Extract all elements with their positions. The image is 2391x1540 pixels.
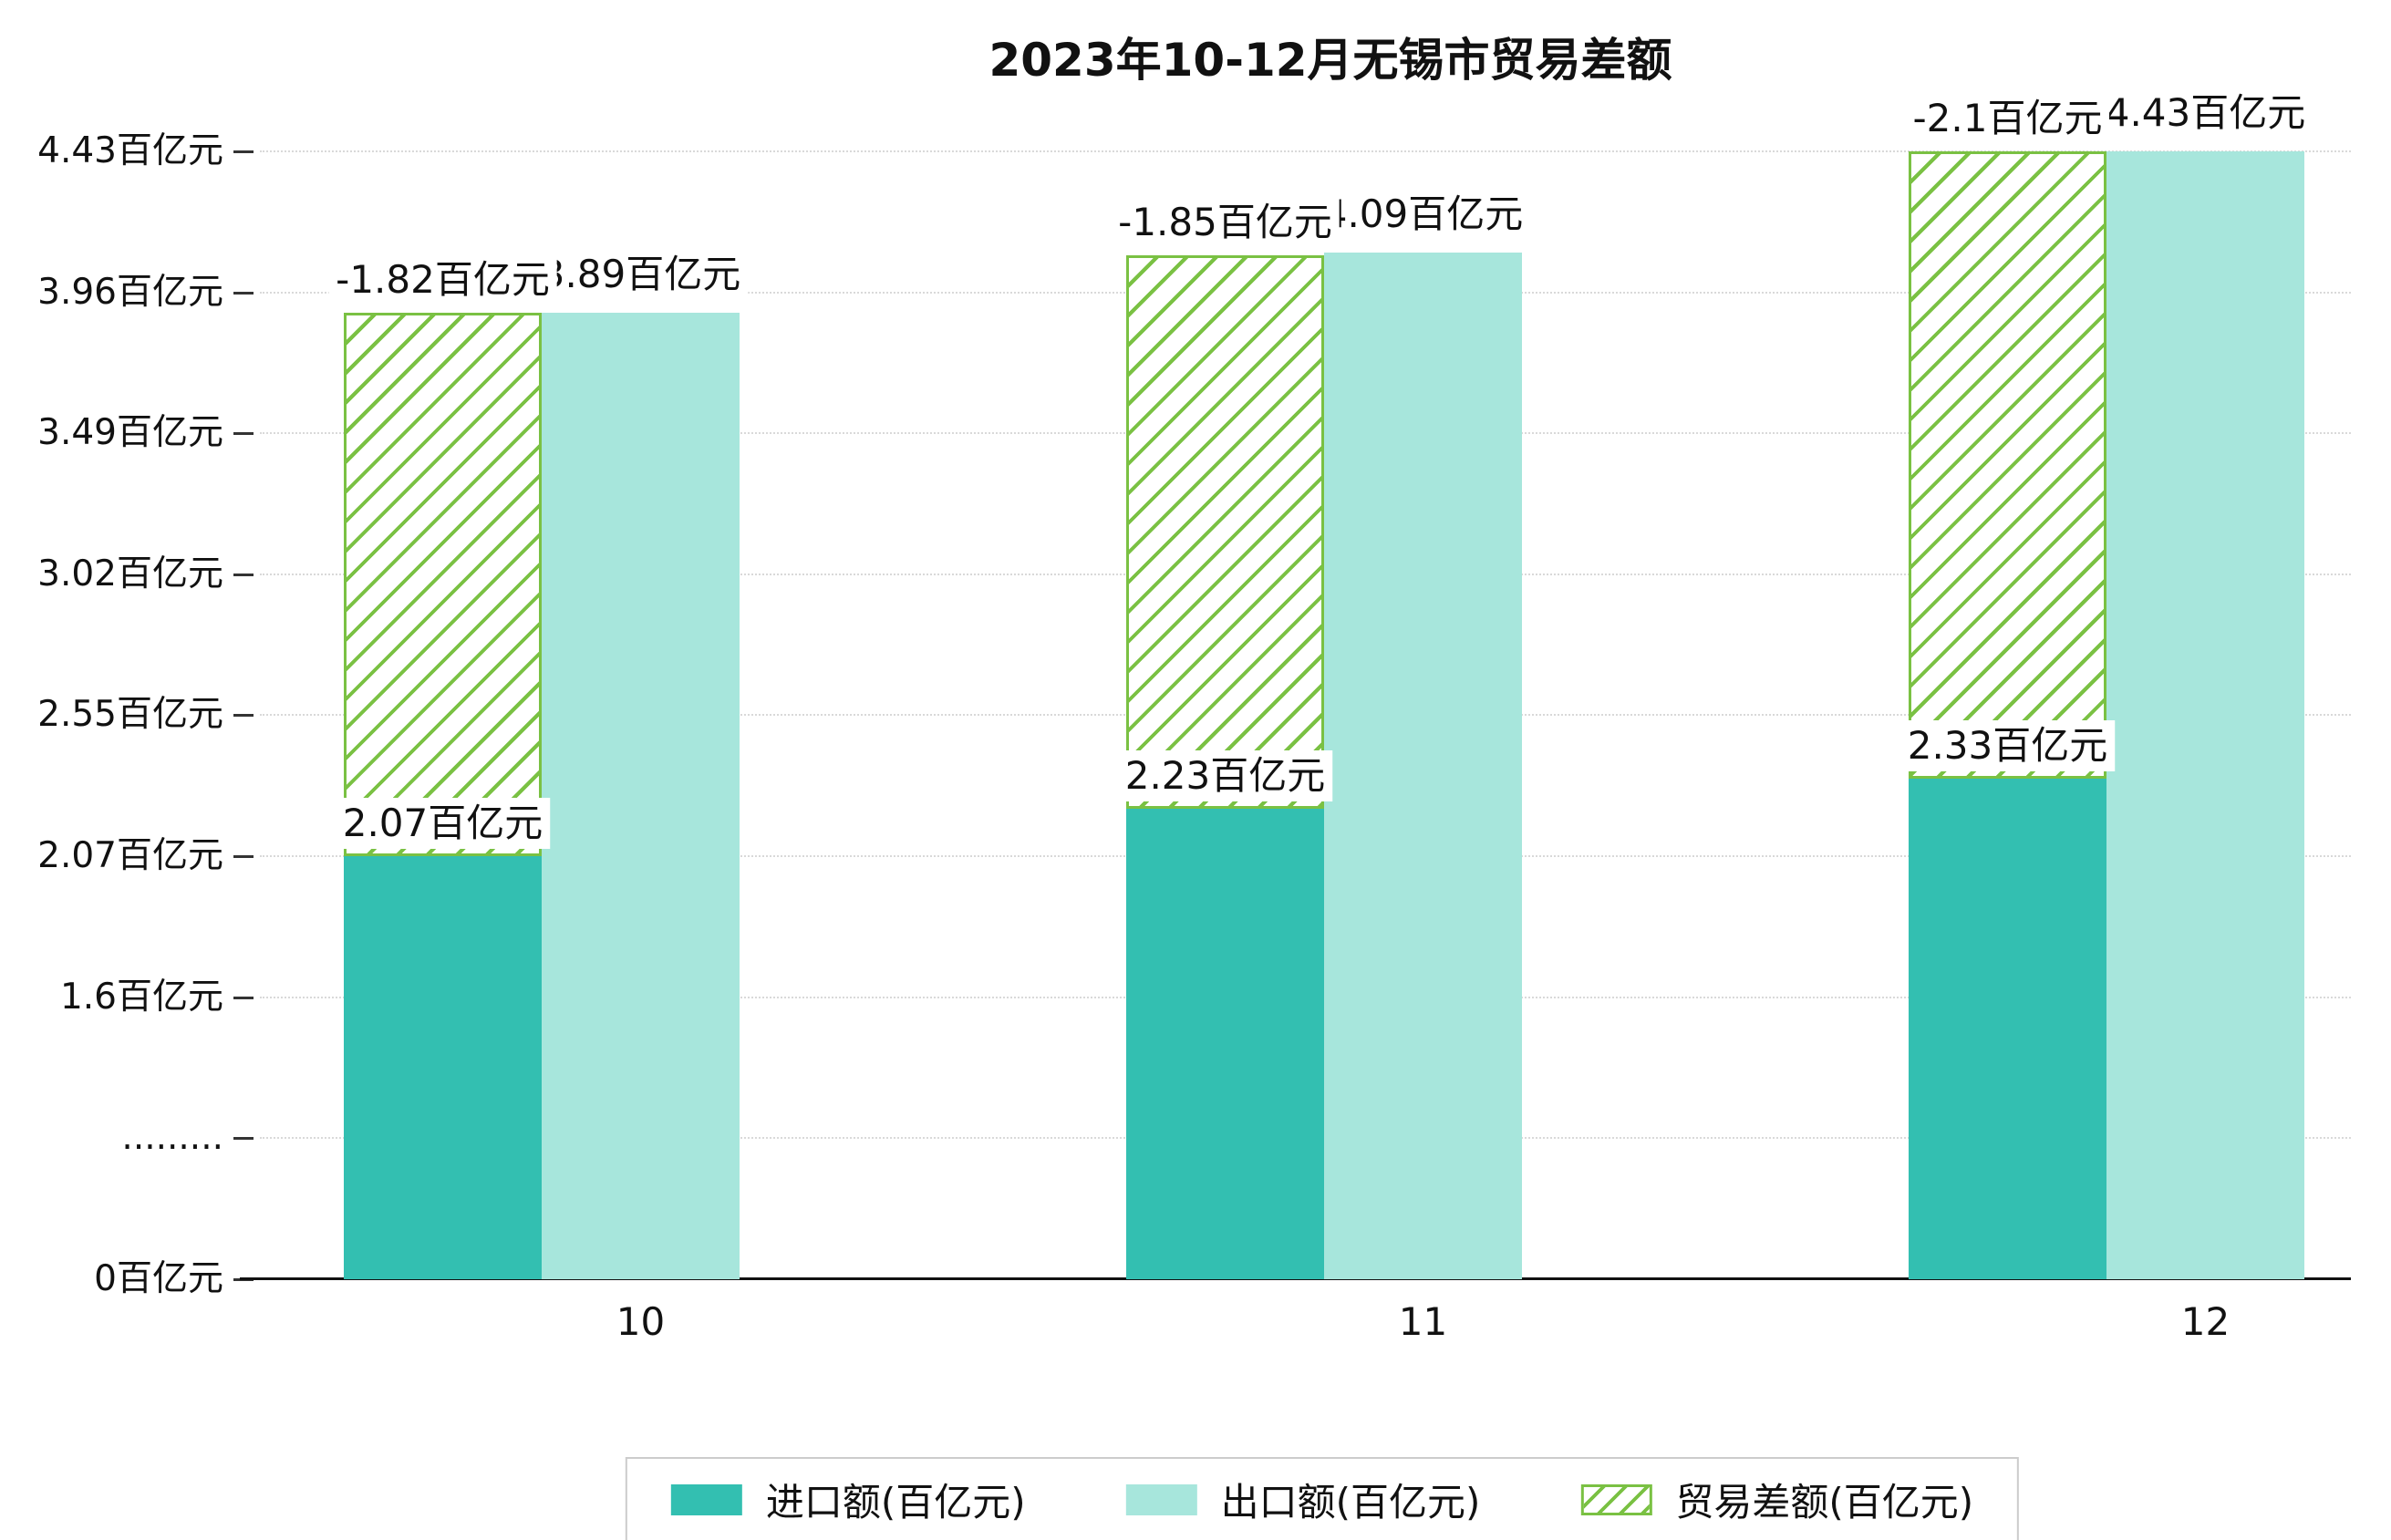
trade-balance-bar xyxy=(344,312,542,856)
trade-balance-bar xyxy=(1909,150,2106,779)
gridline xyxy=(260,150,2351,152)
legend-entry-balance: 贸易差额(百亿元) xyxy=(1580,1472,1973,1527)
legend-entry-import: 进口额(百亿元) xyxy=(670,1472,1026,1527)
y-axis-label: 3.02百亿元 xyxy=(37,553,223,594)
y-axis-label: 2.55百亿元 xyxy=(37,694,223,736)
export-bar-label: 4.43百亿元 xyxy=(2097,87,2313,139)
export-bar xyxy=(542,312,740,1279)
y-axis-tick xyxy=(233,573,254,576)
import-bar xyxy=(1909,778,2106,1279)
trade-balance-bar-label: -1.85百亿元 xyxy=(1111,197,1340,249)
export-bar xyxy=(2106,150,2304,1279)
y-axis-label: 2.07百亿元 xyxy=(37,835,223,876)
y-axis-tick xyxy=(233,291,254,295)
import-bar-label: 2.23百亿元 xyxy=(1117,749,1333,801)
y-axis-tick xyxy=(233,150,254,153)
export-swatch-icon xyxy=(1125,1483,1197,1515)
y-axis-tick xyxy=(233,996,254,999)
trade-balance-bar-label: -2.1百亿元 xyxy=(1905,92,2110,144)
y-axis-label: 1.6百亿元 xyxy=(59,976,223,1018)
export-bar-label: 3.89百亿元 xyxy=(533,248,749,300)
y-axis-label: 4.43百亿元 xyxy=(37,130,223,171)
legend: 进口额(百亿元) 出口额(百亿元) 贸易差额(百亿元) xyxy=(625,1457,2020,1540)
legend-entry-export: 出口额(百亿元) xyxy=(1125,1472,1481,1527)
export-bar xyxy=(1324,253,1522,1279)
y-axis-label: 3.96百亿元 xyxy=(37,271,223,313)
y-axis-label: 3.49百亿元 xyxy=(37,412,223,454)
legend-label-balance: 贸易差额(百亿元) xyxy=(1675,1480,1974,1524)
trade-balance-bar-label: -1.82百亿元 xyxy=(328,253,557,305)
balance-hatched-swatch-icon xyxy=(1580,1483,1652,1515)
y-axis-tick xyxy=(233,714,254,718)
import-bar-label: 2.07百亿元 xyxy=(335,797,551,849)
x-axis-label: 11 xyxy=(1398,1299,1448,1344)
import-swatch-icon xyxy=(670,1483,742,1515)
y-axis-tick xyxy=(233,1137,254,1141)
x-axis-label: 10 xyxy=(616,1299,666,1344)
y-axis-tick xyxy=(233,855,254,858)
import-bar xyxy=(344,855,542,1279)
y-axis-label: 0百亿元 xyxy=(94,1257,223,1299)
x-axis-label: 12 xyxy=(2180,1299,2231,1344)
y-axis-label: ......... xyxy=(121,1117,223,1159)
import-bar-label: 2.33百亿元 xyxy=(1899,719,2116,771)
export-bar-label: 4.09百亿元 xyxy=(1315,189,1531,241)
legend-label-export: 出口额(百亿元) xyxy=(1220,1480,1481,1524)
trade-balance-bar xyxy=(1126,255,1324,809)
import-bar xyxy=(1126,808,1324,1279)
legend-label-import: 进口额(百亿元) xyxy=(765,1480,1026,1524)
chart-title: 2023年10-12月无锡市贸易差额 xyxy=(988,34,1672,87)
y-axis-tick xyxy=(233,432,254,436)
